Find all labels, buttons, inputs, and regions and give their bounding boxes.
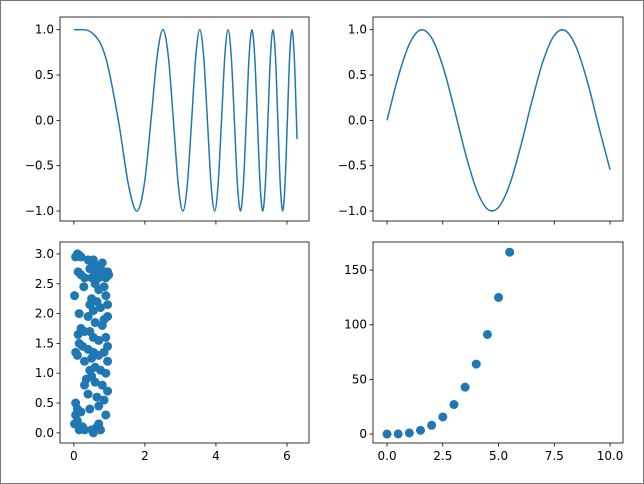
point xyxy=(97,321,107,331)
point xyxy=(83,389,93,399)
point xyxy=(101,410,111,420)
y-tick-label: 0.5 xyxy=(35,396,54,410)
point xyxy=(416,425,426,435)
axes-frame xyxy=(59,241,310,444)
y-tick-label: 0.0 xyxy=(348,113,367,127)
point xyxy=(90,377,100,387)
point xyxy=(80,356,90,366)
y-tick-label: 1.5 xyxy=(35,336,54,350)
y-tick-label: 2.5 xyxy=(35,277,54,291)
point xyxy=(80,273,90,283)
point xyxy=(83,312,93,322)
point xyxy=(97,258,107,268)
point xyxy=(103,300,113,310)
point xyxy=(103,356,113,366)
point xyxy=(95,303,105,313)
point xyxy=(92,392,102,402)
axes-frame xyxy=(372,16,624,222)
x-tick-label: 0.0 xyxy=(378,449,397,463)
point xyxy=(88,306,98,316)
point xyxy=(382,429,392,439)
point xyxy=(90,318,100,328)
point xyxy=(80,380,90,390)
point xyxy=(94,335,104,345)
point xyxy=(427,420,437,430)
point xyxy=(70,291,80,301)
axes-frame xyxy=(59,16,310,222)
point xyxy=(76,407,86,417)
point xyxy=(97,380,107,390)
point xyxy=(74,309,84,319)
x-tick-label: 6 xyxy=(283,449,291,463)
y-tick-label: 1.0 xyxy=(348,23,367,37)
point xyxy=(393,429,403,439)
point xyxy=(95,425,105,435)
point xyxy=(94,401,104,411)
x-tick-label: 2.5 xyxy=(433,449,452,463)
point xyxy=(85,404,95,414)
point xyxy=(79,282,89,292)
point xyxy=(76,252,86,262)
point xyxy=(101,368,111,378)
x-tick-label: 7.5 xyxy=(545,449,564,463)
y-tick-label: 0.5 xyxy=(35,68,54,82)
point xyxy=(103,386,113,396)
y-tick-label: 3.0 xyxy=(35,247,54,261)
point xyxy=(99,282,109,292)
point xyxy=(72,350,82,360)
x-tick-label: 0 xyxy=(70,449,78,463)
point xyxy=(103,312,113,322)
point xyxy=(80,425,90,435)
point xyxy=(72,416,82,426)
y-tick-label: 100 xyxy=(344,318,367,332)
point xyxy=(87,353,97,363)
point xyxy=(101,291,111,301)
axes-frame xyxy=(372,241,624,444)
y-tick-label: −1.0 xyxy=(338,204,367,218)
y-tick-label: 1.0 xyxy=(35,23,54,37)
x-tick-label: 2 xyxy=(141,449,149,463)
y-tick-label: 0.5 xyxy=(348,68,367,82)
point xyxy=(471,359,481,369)
point xyxy=(482,329,492,339)
point xyxy=(449,400,459,410)
point xyxy=(460,382,470,392)
point xyxy=(104,270,114,280)
point xyxy=(494,292,504,302)
line xyxy=(73,28,298,212)
y-tick-label: 2.0 xyxy=(35,307,54,321)
x-tick-label: 10.0 xyxy=(597,449,624,463)
point xyxy=(505,247,515,257)
y-tick-label: −0.5 xyxy=(338,159,367,173)
y-tick-label: 0.0 xyxy=(35,113,54,127)
x-tick-label: 5.0 xyxy=(489,449,508,463)
y-tick-label: 0.0 xyxy=(35,426,54,440)
point xyxy=(404,428,414,438)
point xyxy=(101,332,111,342)
y-tick-label: 50 xyxy=(352,372,367,386)
y-tick-label: 150 xyxy=(344,263,367,277)
y-tick-label: 1.0 xyxy=(35,366,54,380)
x-tick-label: 4 xyxy=(212,449,220,463)
y-tick-label: −1.0 xyxy=(25,204,54,218)
y-tick-label: −0.5 xyxy=(25,159,54,173)
point xyxy=(99,395,109,405)
y-tick-label: 0 xyxy=(359,427,367,441)
point xyxy=(99,347,109,357)
point xyxy=(438,412,448,422)
line xyxy=(386,29,611,212)
